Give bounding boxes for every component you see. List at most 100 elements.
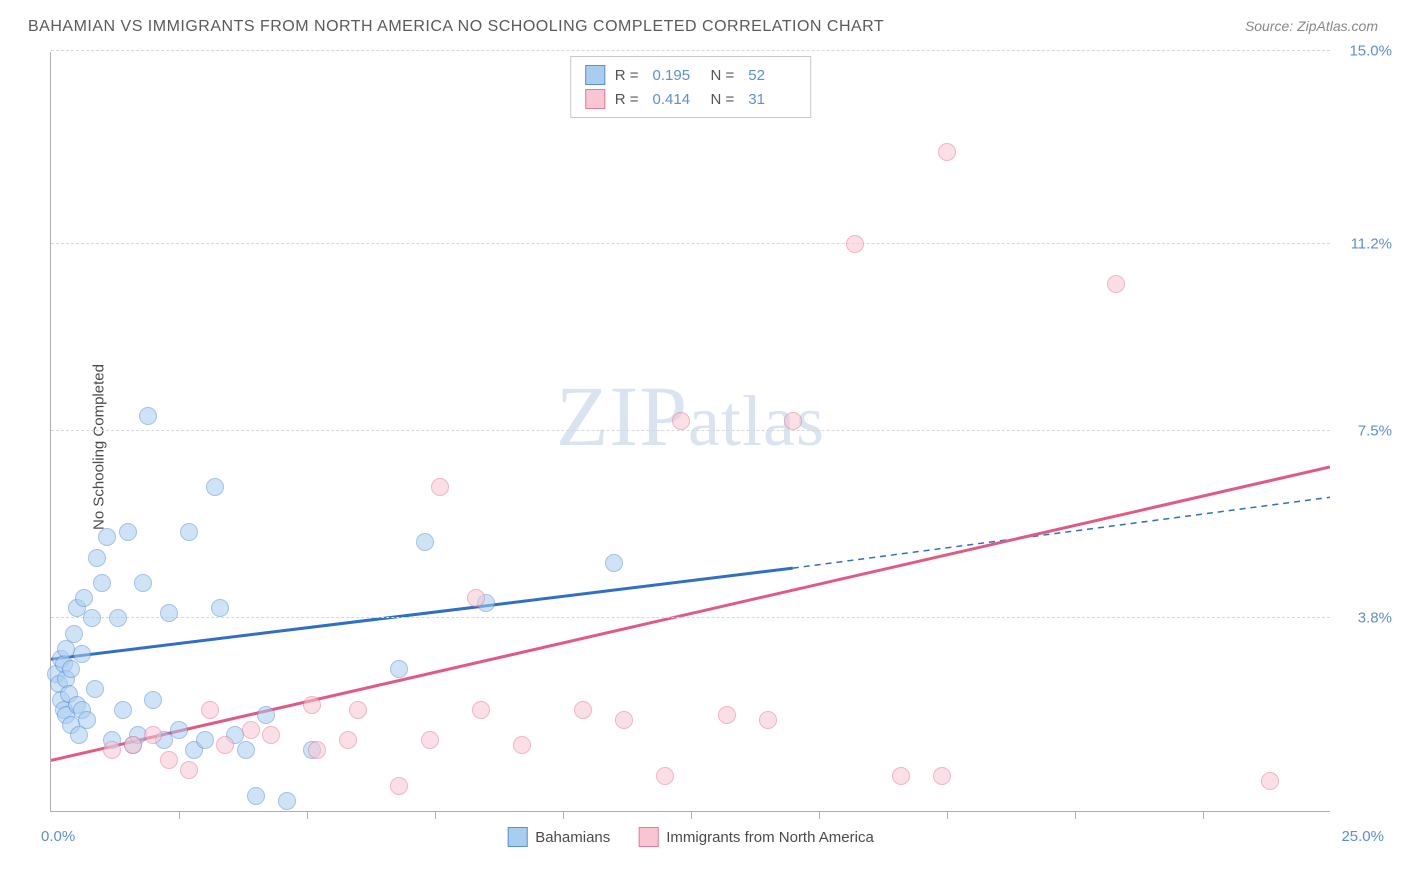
data-point [139, 407, 157, 425]
x-tick [1203, 811, 1204, 819]
r-label: R = [615, 67, 639, 84]
series-label-bahamians: Bahamians [535, 829, 610, 846]
data-point [513, 736, 531, 754]
grid-line [51, 50, 1330, 51]
x-tick [691, 811, 692, 819]
data-point [892, 767, 910, 785]
swatch-immigrants [638, 827, 658, 847]
y-tick-label: 3.8% [1337, 610, 1392, 627]
chart-container: No Schooling Completed ZIPatlas R = 0.19… [50, 52, 1360, 842]
data-point [416, 533, 434, 551]
data-point [134, 574, 152, 592]
data-point [421, 731, 439, 749]
n-value-bahamians: 52 [748, 67, 796, 84]
data-point [180, 761, 198, 779]
x-tick [563, 811, 564, 819]
legend-item-immigrants: Immigrants from North America [638, 827, 874, 847]
data-point [615, 711, 633, 729]
data-point [180, 523, 198, 541]
x-tick [1075, 811, 1076, 819]
swatch-immigrants [585, 89, 605, 109]
data-point [308, 741, 326, 759]
n-label: N = [711, 91, 735, 108]
data-point [124, 736, 142, 754]
series-label-immigrants: Immigrants from North America [666, 829, 874, 846]
data-point [196, 731, 214, 749]
data-point [160, 604, 178, 622]
swatch-bahamians [507, 827, 527, 847]
data-point [349, 701, 367, 719]
data-point [656, 767, 674, 785]
data-point [262, 726, 280, 744]
x-tick [307, 811, 308, 819]
data-point [201, 701, 219, 719]
data-point [114, 701, 132, 719]
data-point [144, 726, 162, 744]
n-value-immigrants: 31 [748, 91, 796, 108]
data-point [170, 721, 188, 739]
x-tick [179, 811, 180, 819]
legend-item-bahamians: Bahamians [507, 827, 610, 847]
source-credit: Source: ZipAtlas.com [1245, 18, 1378, 34]
data-point [247, 787, 265, 805]
legend-row-immigrants: R = 0.414 N = 31 [585, 87, 797, 111]
data-point [672, 412, 690, 430]
data-point [83, 609, 101, 627]
data-point [119, 523, 137, 541]
n-label: N = [711, 67, 735, 84]
x-axis-max-label: 25.0% [1341, 828, 1384, 845]
legend-row-bahamians: R = 0.195 N = 52 [585, 63, 797, 87]
watermark-suffix: atlas [688, 381, 825, 461]
data-point [206, 478, 224, 496]
x-axis-min-label: 0.0% [41, 828, 75, 845]
data-point [472, 701, 490, 719]
r-value-bahamians: 0.195 [653, 67, 701, 84]
data-point [98, 528, 116, 546]
trend-lines [51, 52, 1330, 811]
data-point [1107, 275, 1125, 293]
data-point [390, 660, 408, 678]
data-point [78, 711, 96, 729]
data-point [211, 599, 229, 617]
data-point [278, 792, 296, 810]
r-label: R = [615, 91, 639, 108]
data-point [93, 574, 111, 592]
data-point [242, 721, 260, 739]
data-point [237, 741, 255, 759]
data-point [759, 711, 777, 729]
y-tick-label: 15.0% [1337, 43, 1392, 60]
grid-line [51, 617, 1330, 618]
data-point [216, 736, 234, 754]
data-point [390, 777, 408, 795]
data-point [144, 691, 162, 709]
data-point [109, 609, 127, 627]
data-point [103, 741, 121, 759]
data-point [784, 412, 802, 430]
series-legend: Bahamians Immigrants from North America [507, 827, 874, 847]
data-point [467, 589, 485, 607]
data-point [73, 645, 91, 663]
data-point [257, 706, 275, 724]
y-tick-label: 11.2% [1337, 235, 1392, 252]
data-point [303, 696, 321, 714]
x-tick [947, 811, 948, 819]
data-point [160, 751, 178, 769]
data-point [1261, 772, 1279, 790]
data-point [846, 235, 864, 253]
watermark-prefix: ZIP [556, 368, 688, 464]
data-point [339, 731, 357, 749]
data-point [65, 625, 83, 643]
x-tick [435, 811, 436, 819]
correlation-legend: R = 0.195 N = 52 R = 0.414 N = 31 [570, 56, 812, 118]
r-value-immigrants: 0.414 [653, 91, 701, 108]
grid-line [51, 430, 1330, 431]
data-point [75, 589, 93, 607]
chart-title: BAHAMIAN VS IMMIGRANTS FROM NORTH AMERIC… [28, 18, 884, 36]
data-point [62, 660, 80, 678]
data-point [933, 767, 951, 785]
x-tick [819, 811, 820, 819]
grid-line [51, 243, 1330, 244]
plot-area: ZIPatlas R = 0.195 N = 52 R = 0.414 N = … [50, 52, 1330, 812]
data-point [938, 143, 956, 161]
swatch-bahamians [585, 65, 605, 85]
